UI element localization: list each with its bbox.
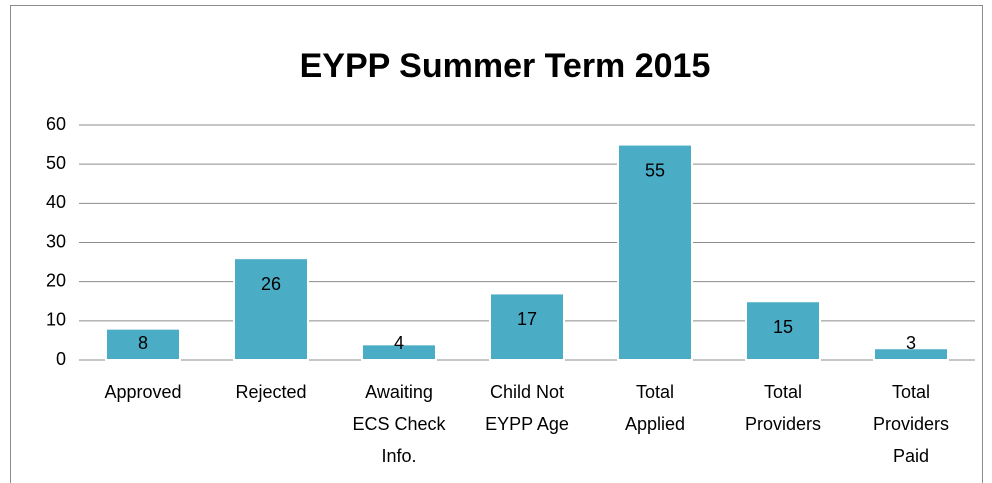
x-tick-label: Child Not EYPP Age <box>485 382 569 434</box>
bar <box>745 300 821 361</box>
data-label: 3 <box>906 333 916 353</box>
bar <box>873 347 949 361</box>
chart-title: EYPP Summer Term 2015 <box>300 47 711 85</box>
data-label: 26 <box>261 274 281 294</box>
data-label: 4 <box>394 333 404 353</box>
x-tick-label: Total Providers <box>745 382 821 434</box>
data-label: 55 <box>645 160 665 180</box>
bar <box>489 292 565 361</box>
bar <box>617 143 693 361</box>
x-tick-label: Approved <box>104 382 181 402</box>
x-tick-label: Total Providers Paid <box>873 382 949 466</box>
y-tick-label: 0 <box>56 349 66 369</box>
bar <box>105 327 181 361</box>
y-tick-label: 40 <box>46 192 66 212</box>
chart-frame <box>10 5 983 483</box>
y-tick-label: 60 <box>46 114 66 134</box>
data-label: 8 <box>138 333 148 353</box>
x-tick-label: Rejected <box>235 382 306 402</box>
bar <box>361 343 437 362</box>
x-tick-label: Total Applied <box>625 382 685 434</box>
y-tick-label: 20 <box>46 270 66 290</box>
y-tick-label: 10 <box>46 310 66 330</box>
y-tick-label: 50 <box>46 153 66 173</box>
y-tick-label: 30 <box>46 231 66 251</box>
bar <box>233 257 309 361</box>
x-tick-label: Awaiting ECS Check Info. <box>352 382 446 466</box>
data-label: 15 <box>773 317 793 337</box>
data-label: 17 <box>517 309 537 329</box>
